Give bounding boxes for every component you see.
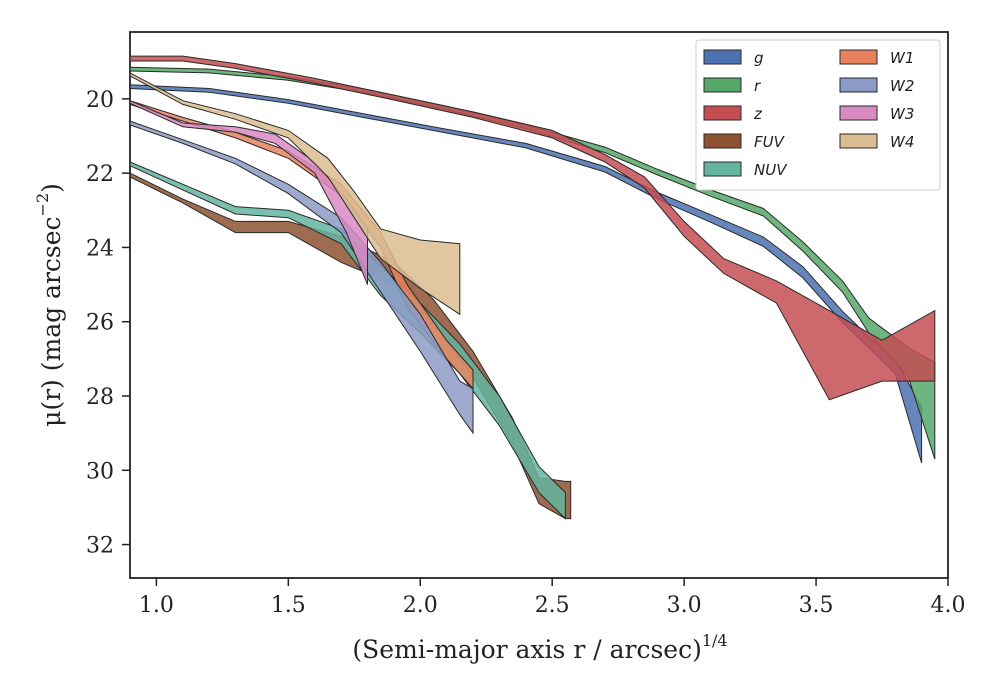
y-axis: 20 22 24 26 28 30 32	[86, 88, 130, 559]
x-axis: 1.0 1.5 2.0 2.5 3.0 3.5 4.0	[139, 578, 966, 618]
x-axis-title: (Semi-major axis r / arcsec)1/4	[352, 631, 727, 664]
legend-swatch-w3	[839, 105, 878, 121]
legend-label-g: g	[754, 49, 764, 67]
legend-label-w4: W4	[890, 133, 914, 151]
band-w4	[129, 72, 461, 316]
y-tick-label: 22	[86, 162, 114, 187]
y-tick-label: 20	[86, 88, 114, 113]
legend-label-w1: W1	[890, 49, 914, 67]
x-tick-label: 3.0	[667, 593, 702, 618]
legend-label-nuv: NUV	[754, 161, 788, 179]
band-g	[129, 84, 923, 464]
legend: grz FUV NUV W1 W2 W3 W4	[695, 39, 941, 191]
band-nuv	[129, 161, 566, 520]
legend-label-w3: W3	[890, 105, 914, 123]
legend-box	[695, 39, 941, 191]
y-tick-label: 30	[86, 459, 114, 484]
legend-swatch-nuv	[703, 161, 742, 177]
x-tick-label: 1.0	[139, 593, 174, 618]
band-w3	[129, 99, 368, 285]
x-tick-label: 1.5	[271, 593, 306, 618]
y-tick-label: 24	[86, 236, 114, 261]
x-tick-label: 2.5	[535, 593, 570, 618]
legend-swatch-w1	[839, 49, 878, 65]
y-tick-label: 28	[86, 385, 114, 410]
legend-label-fuv: FUV	[754, 133, 786, 151]
legend-label-r: r	[754, 77, 761, 95]
band-z	[129, 55, 936, 401]
x-tick-label: 2.0	[403, 593, 438, 618]
legend-swatch-r	[703, 77, 742, 93]
y-axis-title: μ(r) (mag arcsec−2)	[33, 183, 66, 427]
legend-swatch-w4	[839, 133, 878, 149]
x-tick-label: 3.5	[799, 593, 834, 618]
legend-label-z: z	[753, 105, 763, 123]
x-tick-label: 4.0	[931, 593, 966, 618]
legend-swatch-z	[703, 105, 742, 121]
y-tick-label: 26	[86, 311, 114, 336]
plot-frame	[129, 31, 949, 579]
legend-swatch-g	[703, 49, 742, 65]
legend-swatch-w2	[839, 77, 878, 93]
legend-label-w2: W2	[890, 77, 914, 95]
legend-swatch-fuv	[703, 133, 742, 149]
profile-bands	[129, 55, 936, 520]
y-tick-label: 32	[86, 534, 114, 559]
band-w2	[129, 120, 474, 435]
